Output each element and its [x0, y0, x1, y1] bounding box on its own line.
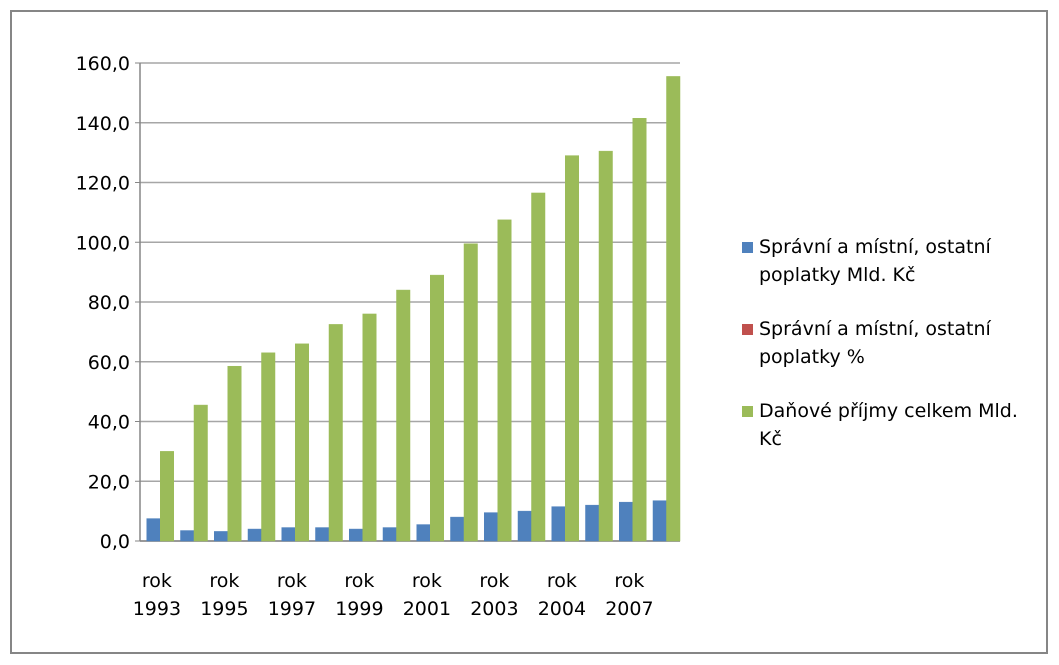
y-tick-label: 60,0	[88, 352, 130, 374]
bar	[430, 274, 444, 542]
bar	[160, 451, 174, 542]
bar	[652, 500, 667, 542]
y-tick-label: 100,0	[76, 232, 130, 254]
y-tick-label: 80,0	[88, 292, 130, 314]
legend-swatch	[742, 406, 753, 417]
legend: Správní a místní, ostatní poplatky Mld. …	[742, 233, 1042, 479]
y-tick-label: 20,0	[88, 471, 130, 493]
x-tick-label: rok 1993	[133, 570, 181, 620]
y-tick-label: 140,0	[76, 113, 130, 135]
x-tick-label: rok 2003	[470, 570, 518, 620]
bar	[281, 527, 296, 542]
bar	[214, 531, 228, 542]
bar	[497, 219, 512, 542]
bar	[247, 528, 262, 542]
bar	[619, 501, 633, 542]
y-tick-label: 0,0	[100, 531, 130, 553]
legend-item: Daňové příjmy celkem Mld. Kč	[742, 397, 1042, 453]
y-tick-label: 120,0	[76, 173, 130, 195]
legend-item: Správní a místní, ostatní poplatky %	[742, 315, 1042, 371]
bar	[362, 313, 377, 542]
x-tick-label: rok 2004	[538, 570, 586, 620]
bar	[463, 243, 478, 542]
x-tick-label: rok 2001	[403, 570, 451, 620]
bar	[295, 343, 309, 542]
bar	[180, 530, 195, 542]
bar	[666, 76, 681, 542]
bar	[146, 518, 161, 542]
legend-label: Správní a místní, ostatní poplatky Mld. …	[759, 236, 991, 286]
y-tick-label: 40,0	[88, 412, 130, 434]
bar	[261, 352, 276, 542]
bar	[349, 528, 363, 542]
legend-label: Správní a místní, ostatní poplatky %	[759, 318, 991, 368]
chart-frame	[10, 10, 1048, 654]
bar	[585, 504, 600, 542]
bar	[193, 404, 208, 542]
legend-item: Správní a místní, ostatní poplatky Mld. …	[742, 233, 1042, 289]
bar	[416, 524, 431, 542]
x-tick-label: rok 1999	[335, 570, 383, 620]
bar	[598, 150, 613, 542]
bar	[565, 155, 579, 542]
bar	[328, 324, 343, 542]
bar	[382, 527, 397, 542]
legend-label: Daňové příjmy celkem Mld. Kč	[759, 400, 1018, 450]
legend-swatch	[742, 242, 753, 253]
bar	[227, 365, 242, 542]
x-tick-label: rok 2007	[605, 570, 653, 620]
bar	[484, 512, 498, 542]
bar	[315, 527, 330, 542]
bar	[531, 192, 546, 542]
x-tick-label: rok 1995	[200, 570, 248, 620]
legend-swatch	[742, 324, 753, 335]
bar	[551, 506, 566, 542]
bar	[517, 510, 532, 542]
bar	[632, 118, 647, 542]
bar	[450, 516, 465, 542]
y-tick-label: 160,0	[76, 53, 130, 75]
bar	[396, 289, 411, 542]
x-tick-label: rok 1997	[268, 570, 316, 620]
